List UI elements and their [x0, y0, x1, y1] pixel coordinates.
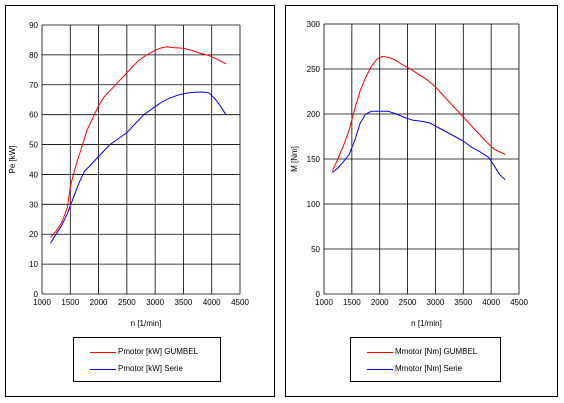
x-tick-label: 3500: [454, 298, 472, 307]
x-tick-label: 4500: [510, 298, 528, 307]
series-line-serie: [332, 110, 506, 181]
legend-swatch-blue-line: [367, 369, 393, 370]
x-tick-label: 4500: [231, 298, 249, 307]
y-tick-label: 60: [29, 111, 38, 120]
y-tick-label: 40: [29, 170, 38, 179]
y-tick-label: 70: [29, 81, 38, 90]
y-tick-label: 300: [307, 20, 321, 29]
y-tick-label: 80: [29, 51, 38, 60]
y-tick-label: 200: [307, 110, 321, 119]
x-tick-label: 3000: [146, 298, 164, 307]
y-tick-label: 50: [29, 141, 38, 150]
x-tick-label: 2000: [90, 298, 108, 307]
y-tick-label: 0: [34, 290, 39, 299]
legend-swatch-red-line: [90, 352, 116, 353]
series-line-serie: [50, 91, 227, 244]
series-line-gumbel: [50, 46, 227, 238]
x-tick-label: 1000: [33, 298, 51, 307]
y-tick-label: 150: [307, 155, 321, 164]
chart-torque: 0 50 100 150 200 250 300 1000 1500 2000 2500 3000 35…: [290, 20, 528, 328]
legend-label-power-serie: Pmotor [kW] Serie: [118, 364, 183, 373]
x-axis-label: n [1/min]: [411, 319, 442, 328]
x-tick-label: 1500: [343, 298, 361, 307]
x-tick-label: 3000: [427, 298, 445, 307]
legend-item-torque-serie: Mmotor [Nm] Serie: [351, 363, 500, 375]
y-tick-label: 50: [311, 245, 320, 254]
x-tick-label: 2500: [399, 298, 417, 307]
legend-swatch-red-line: [367, 352, 393, 353]
x-tick-label: 1500: [61, 298, 79, 307]
legend-power: Pmotor [kW] GUMBEL Pmotor [kW] Serie: [73, 337, 221, 382]
y-tick-label: 0: [316, 290, 321, 299]
chart-power: 0 10 20 30 40 50 60 70 80 90 1000 1500 2000 2500 3000 3…: [8, 21, 249, 328]
x-axis-label: n [1/min]: [131, 319, 162, 328]
legend-torque: Mmotor [Nm] GUMBEL Mmotor [Nm] Serie: [350, 337, 501, 382]
x-tick-label: 4000: [482, 298, 500, 307]
x-tick-label: 3500: [175, 298, 193, 307]
legend-label-power-gumbel: Pmotor [kW] GUMBEL: [118, 347, 199, 356]
legend-item-torque-gumbel: Mmotor [Nm] GUMBEL: [351, 346, 500, 358]
x-tick-label: 4000: [203, 298, 221, 307]
legend-item-power-gumbel: Pmotor [kW] GUMBEL: [74, 346, 220, 358]
y-tick-label: 100: [307, 200, 321, 209]
legend-label-torque-gumbel: Mmotor [Nm] GUMBEL: [395, 347, 478, 356]
x-tick-label: 2500: [118, 298, 136, 307]
y-axis-label: Pe [kW]: [8, 145, 17, 173]
x-tick-label: 1000: [315, 298, 333, 307]
y-tick-label: 20: [29, 230, 38, 239]
y-tick-label: 30: [29, 200, 38, 209]
chart-panel-torque: 0 50 100 150 200 250 300 1000 1500 2000 2500 3000 35…: [285, 5, 558, 397]
y-tick-label: 90: [29, 21, 38, 30]
series-line-gumbel: [331, 55, 506, 171]
chart-panel-power: 0 10 20 30 40 50 60 70 80 90 1000 1500 2000 2500 3000 3…: [5, 5, 275, 397]
legend-label-torque-serie: Mmotor [Nm] Serie: [395, 364, 463, 373]
y-axis-label: M [Nm]: [290, 146, 299, 172]
legend-item-power-serie: Pmotor [kW] Serie: [74, 363, 220, 375]
y-tick-label: 10: [29, 260, 38, 269]
x-tick-label: 2000: [371, 298, 389, 307]
y-tick-label: 250: [307, 65, 321, 74]
legend-swatch-blue-line: [90, 369, 116, 370]
